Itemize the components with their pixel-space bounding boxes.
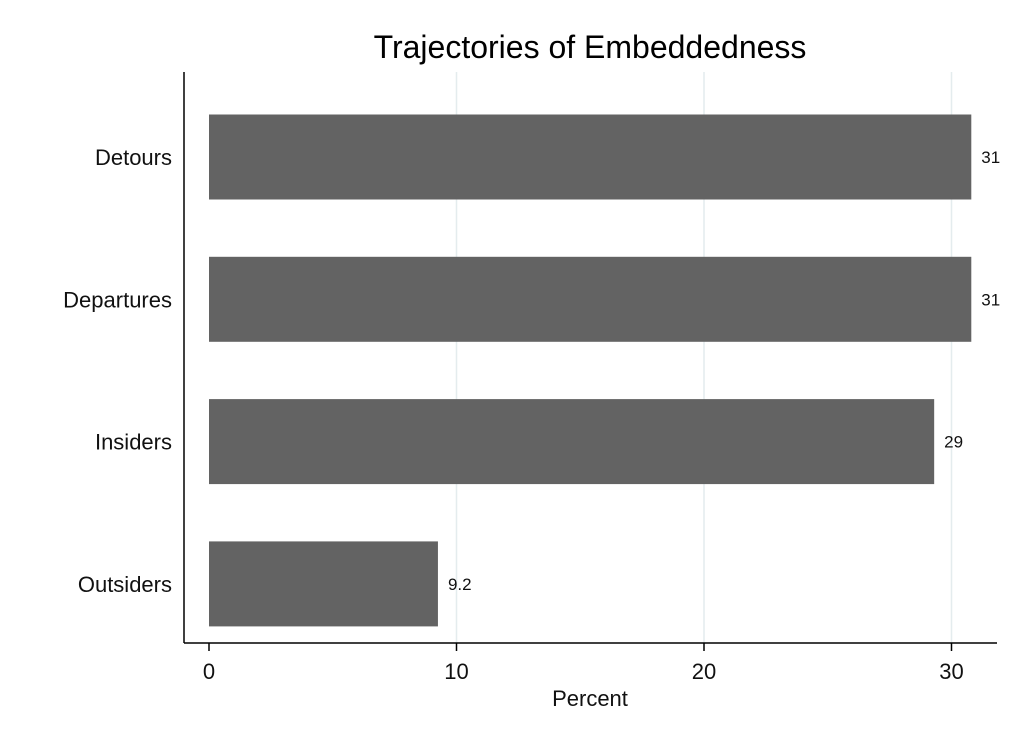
data-label: 9.2 [448, 575, 472, 594]
chart-title: Trajectories of Embeddedness [374, 29, 807, 65]
data-label: 31 [981, 148, 1000, 167]
x-tick-label: 20 [692, 659, 716, 684]
x-tick-label: 30 [939, 659, 963, 684]
x-tick-label: 10 [444, 659, 468, 684]
x-axis-title: Percent [552, 686, 628, 711]
bars [209, 114, 972, 627]
bar-insiders [209, 399, 935, 485]
bar-departures [209, 256, 972, 342]
x-tick-label: 0 [203, 659, 215, 684]
labels: Detours 31 Departures 31 Insiders 29 Outsiders… [63, 145, 1000, 684]
data-label: 29 [944, 433, 963, 452]
bar-outsiders [209, 541, 438, 627]
axes [183, 72, 997, 644]
category-label: Departures [63, 287, 172, 312]
category-label: Outsiders [78, 572, 172, 597]
category-label: Detours [95, 145, 172, 170]
data-label: 31 [981, 290, 1000, 309]
bar-detours [209, 114, 972, 200]
category-label: Insiders [95, 430, 172, 455]
